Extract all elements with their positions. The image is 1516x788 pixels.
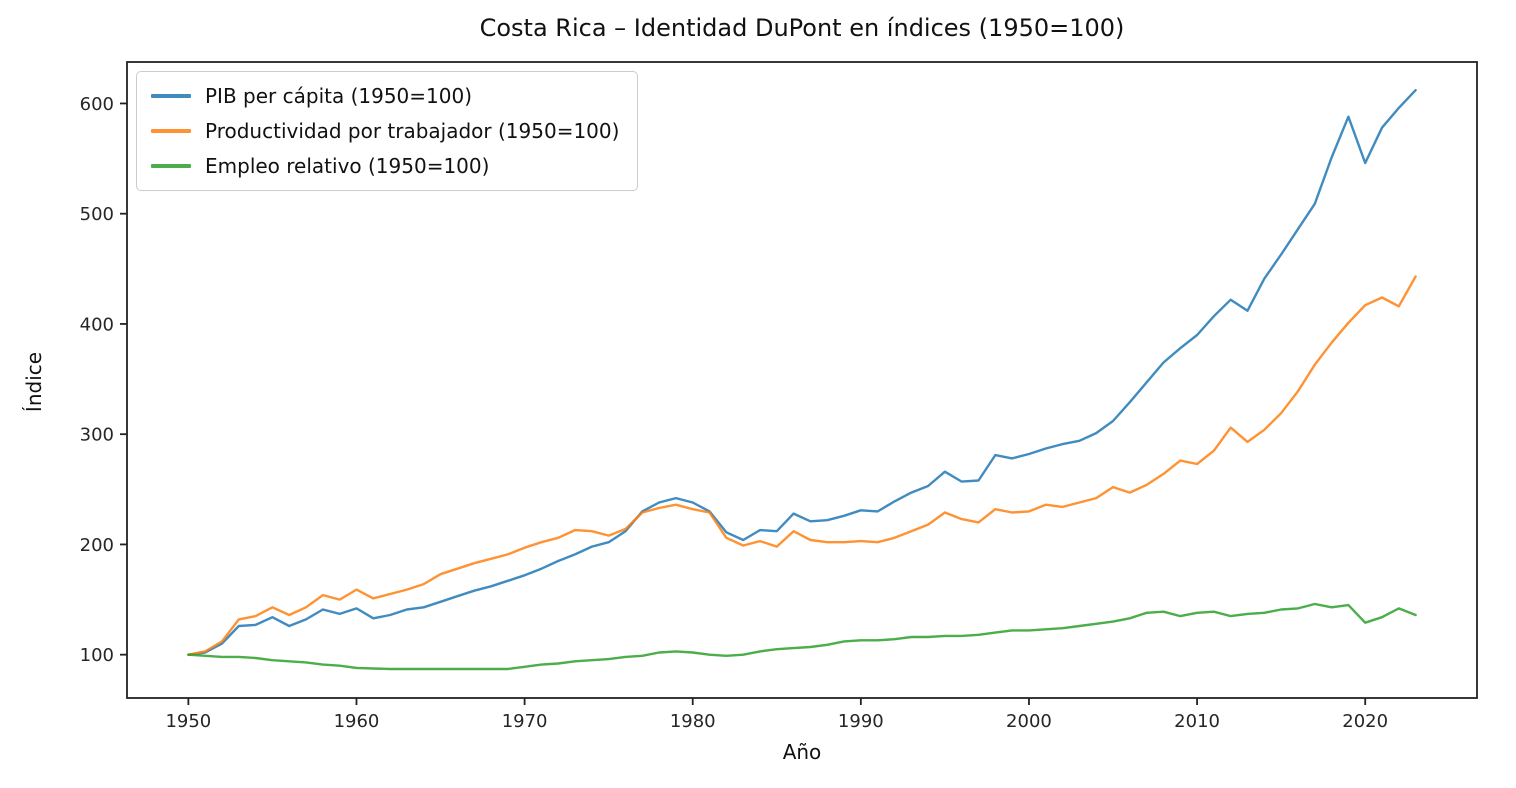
x-tick-label: 2010 [1174,711,1220,732]
legend-label: PIB per cápita (1950=100) [205,84,473,108]
legend-swatch-icon [151,129,191,133]
y-tick-label: 400 [80,314,114,335]
x-tick-label: 1980 [670,711,716,732]
x-tick-label: 2000 [1006,711,1052,732]
y-tick-label: 200 [80,535,114,556]
y-tick-label: 100 [80,645,114,666]
x-tick-label: 1990 [838,711,884,732]
legend-item-1: Productividad por trabajador (1950=100) [151,119,619,143]
legend-item-0: PIB per cápita (1950=100) [151,84,619,108]
series-line-2 [187,602,1417,671]
series-line-1 [187,275,1417,656]
y-tick-label: 300 [80,425,114,446]
chart-title: Costa Rica – Identidad DuPont en índices… [479,14,1125,42]
legend-label: Productividad por trabajador (1950=100) [205,119,620,143]
x-tick-label: 2020 [1342,711,1388,732]
legend-swatch-icon [151,164,191,168]
series-line-0 [187,88,1417,656]
legend-item-2: Empleo relativo (1950=100) [151,154,619,178]
x-axis-label: Año [782,740,822,764]
legend-swatch-icon [151,94,191,98]
x-tick-label: 1970 [502,711,548,732]
x-tick-label: 1960 [334,711,380,732]
legend: PIB per cápita (1950=100) Productividad p… [136,71,639,191]
axes-frame [126,61,1478,699]
x-tick-label: 1950 [165,711,211,732]
y-tick-label: 600 [80,94,114,115]
legend-label: Empleo relativo (1950=100) [205,154,490,178]
y-tick-label: 500 [80,204,114,225]
